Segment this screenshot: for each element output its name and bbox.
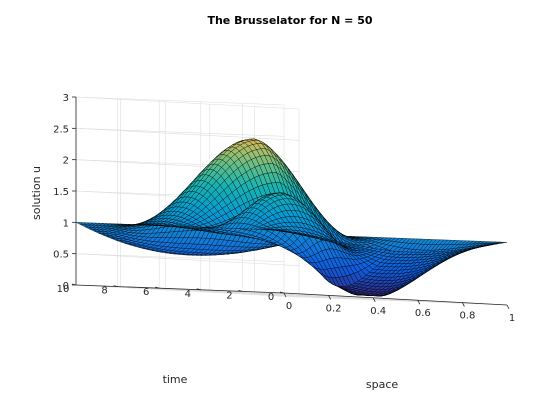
z-tick-label: 2 (63, 156, 69, 167)
x-tick-mark (417, 300, 421, 305)
z-tick-label: 3 (63, 93, 69, 104)
surface-mesh (75, 138, 508, 297)
x-tick-mark (328, 295, 331, 300)
y-tick-label: 4 (185, 289, 191, 300)
y-tick-mark (113, 285, 118, 287)
y-tick-label: 6 (143, 287, 149, 298)
back-wall-grid-line (75, 284, 300, 298)
x-tick-mark (372, 297, 376, 302)
chart-title: The Brusselator for N = 50 (207, 14, 372, 27)
floor-grid-line (242, 291, 466, 304)
x-tick-label: 0.8 (459, 311, 475, 322)
x-tick-mark (506, 304, 510, 310)
x-tick-mark (283, 292, 287, 298)
back-wall-grid-line (75, 128, 300, 141)
back-wall-grid-line (75, 253, 300, 266)
y-tick-label: 2 (226, 290, 232, 301)
floor-grid-line (200, 289, 424, 303)
z-tick-label: 1.5 (53, 187, 69, 198)
z-axis-label: solution u (30, 166, 43, 220)
y-axis-label: time (163, 373, 188, 386)
z-tick-label: 1 (63, 218, 69, 229)
side-wall-grid-line (75, 253, 285, 262)
x-axis-line (283, 292, 508, 306)
x-tick-mark (462, 302, 465, 307)
y-axis-line (75, 284, 285, 294)
x-axis-label: space (366, 378, 399, 391)
x-tick-label: 0.4 (370, 306, 386, 317)
surface-patch (498, 242, 508, 244)
y-tick-mark (238, 290, 243, 292)
x-tick-label: 0.2 (326, 303, 342, 314)
y-tick-label: 0 (268, 292, 274, 303)
side-wall-grid-line (75, 128, 285, 137)
x-tick-label: 0.6 (415, 308, 431, 319)
side-wall-grid-line (75, 96, 285, 106)
y-tick-mark (155, 286, 160, 289)
floor-grid-line (117, 286, 341, 299)
y-tick-label: 10 (57, 284, 70, 295)
y-tick-mark (279, 291, 285, 294)
axes-lines (71, 96, 510, 310)
z-tick-label: 2.5 (53, 124, 69, 135)
x-tick-label: 0 (286, 301, 292, 312)
floor-grid-line (159, 287, 383, 301)
y-tick-label: 8 (101, 286, 107, 297)
z-tick-label: 0 (63, 281, 69, 292)
x-tick-label: 1 (509, 313, 515, 324)
z-tick-label: 0.5 (53, 250, 69, 261)
back-wall-grid-line (75, 96, 300, 110)
y-tick-mark (196, 288, 201, 291)
